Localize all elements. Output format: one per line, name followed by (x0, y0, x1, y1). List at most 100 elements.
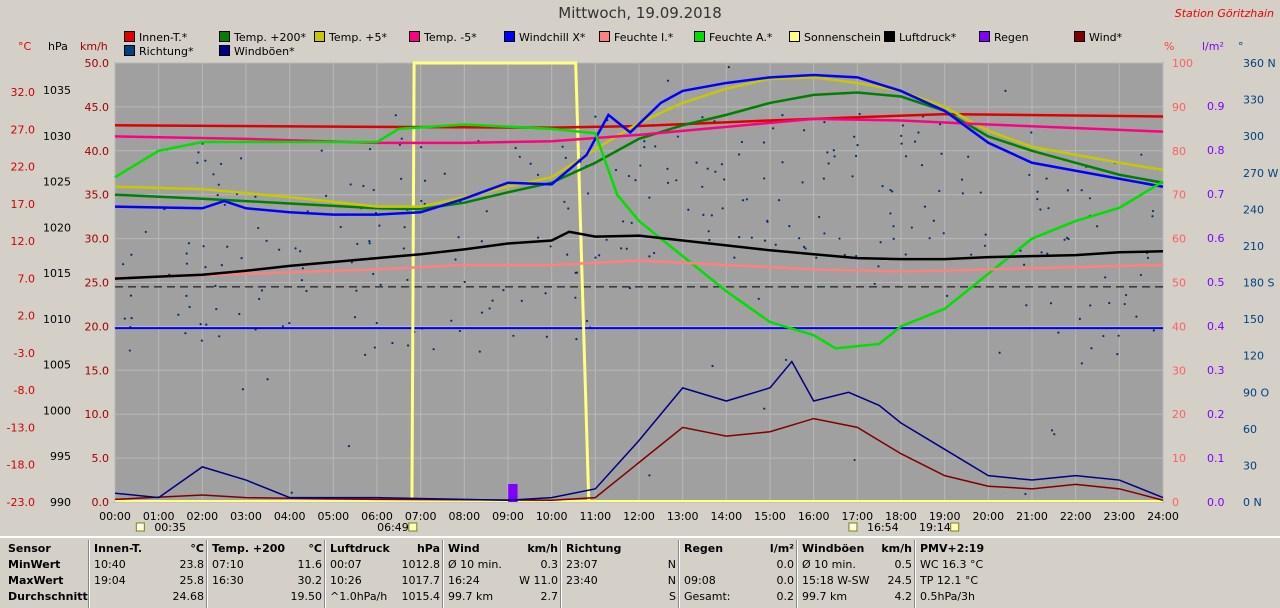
direction-dot (1040, 251, 1043, 254)
direction-dot (277, 248, 281, 251)
direction-dot (774, 243, 777, 246)
direction-dot (984, 233, 987, 236)
tick-c: -23.0 (7, 496, 35, 509)
legend-swatch (789, 31, 800, 42)
tick-pct: 10 (1172, 452, 1186, 465)
tick-kmh: 45.0 (85, 101, 110, 114)
direction-dot (822, 177, 825, 180)
stat-time: WC 16.3 °C (920, 558, 984, 571)
direction-dot (254, 195, 257, 198)
stat-value: S (669, 590, 676, 603)
stat-header-unit: km/h (527, 542, 558, 555)
stat-row: ^1.0hPa/h 1015.4 (330, 590, 440, 606)
direction-dot (1030, 131, 1033, 134)
direction-dot (832, 149, 835, 152)
direction-dot (372, 272, 375, 276)
direction-dot (1004, 89, 1007, 92)
direction-dot (423, 179, 427, 182)
direction-dot (745, 198, 749, 201)
direction-dot (901, 124, 905, 127)
direction-dot (320, 149, 323, 152)
direction-dot (721, 207, 724, 210)
direction-dot (491, 299, 494, 302)
direction-dot (946, 294, 949, 297)
direction-dot (301, 267, 304, 270)
direction-dot (1028, 173, 1031, 177)
direction-dot (706, 167, 709, 170)
direction-dot (1124, 293, 1128, 297)
station-name: Station Göritzhain (1174, 7, 1274, 20)
tick-deg: 60 (1243, 423, 1257, 436)
tick-hpa: 1005 (43, 359, 71, 372)
direction-dot (823, 232, 826, 235)
direction-dot (518, 155, 521, 158)
legend-item: Regen (979, 31, 1029, 44)
direction-dot (928, 237, 931, 240)
direction-dot (802, 245, 806, 249)
stat-header-label: Innen-T. (94, 542, 143, 555)
direction-dot (563, 200, 566, 203)
tick-x: 21:00 (1016, 510, 1048, 523)
direction-dot (1139, 273, 1143, 277)
tick-c: 2.0 (18, 310, 36, 323)
direction-dot (214, 284, 217, 287)
direction-dot (983, 244, 987, 247)
direction-dot (900, 142, 903, 145)
direction-dot (858, 112, 861, 116)
tick-x: 01:00 (143, 510, 175, 523)
direction-dot (701, 185, 704, 188)
direction-dot (763, 407, 766, 410)
tick-pct: 30 (1172, 364, 1186, 377)
tick-kmh: 30.0 (85, 233, 110, 246)
direction-dot (998, 351, 1001, 354)
legend-swatch (409, 31, 420, 42)
direction-dot (701, 116, 704, 119)
weather-chart: 32.0 27.0 22.0 17.0 12.0 7.0 2.0 -3.0 -8.0 -13.0 -… (7, 57, 1279, 534)
direction-dot (851, 175, 854, 178)
stat-time: 15:18 W-SW (802, 574, 870, 587)
direction-dot (648, 255, 651, 258)
direction-dot (777, 199, 781, 202)
direction-dot (723, 178, 726, 181)
direction-dot (879, 241, 882, 244)
tick-kmh: 40.0 (85, 145, 110, 158)
direction-dot (373, 346, 376, 349)
direction-dot (529, 162, 532, 165)
direction-dot (123, 317, 126, 320)
direction-dot (197, 151, 200, 154)
tick-rain: 0.0 (1207, 496, 1225, 509)
direction-dot (480, 311, 484, 314)
direction-dot (420, 199, 423, 203)
direction-dot (566, 253, 569, 256)
direction-dot (1065, 236, 1069, 239)
direction-dot (1046, 252, 1049, 255)
stat-row: 16:24 W 11.0 (448, 574, 558, 590)
tick-hpa: 1000 (43, 404, 71, 417)
direction-dot (1151, 209, 1155, 213)
direction-dot (129, 294, 133, 297)
stat-row: 09:08 0.0 (684, 574, 794, 590)
direction-dot (391, 341, 394, 345)
direction-dot (339, 225, 342, 229)
tick-x: 24:00 (1147, 510, 1179, 523)
direction-dot (900, 134, 903, 137)
tick-kmh: 50.0 (85, 57, 110, 70)
direction-dot (368, 242, 371, 245)
direction-dot (643, 146, 646, 149)
direction-dot (226, 245, 229, 248)
direction-dot (938, 189, 941, 193)
direction-dot (216, 193, 219, 197)
direction-dot (187, 242, 191, 245)
marker-icon (848, 522, 858, 532)
legend-item: Temp. +200* (219, 31, 306, 44)
direction-dot (1152, 329, 1155, 332)
direction-dot (215, 307, 218, 311)
direction-dot (727, 66, 730, 69)
stat-column: Temp. +200 °C 07:10 11.6 16:30 30.2 19.50 (212, 542, 322, 606)
tick-hpa: 1035 (43, 84, 71, 97)
stat-header: Windböen km/h (802, 542, 912, 558)
stat-value: 19.50 (290, 590, 323, 603)
direction-dot (762, 141, 766, 144)
tick-c: 7.0 (18, 272, 36, 285)
direction-dot (1067, 237, 1070, 241)
